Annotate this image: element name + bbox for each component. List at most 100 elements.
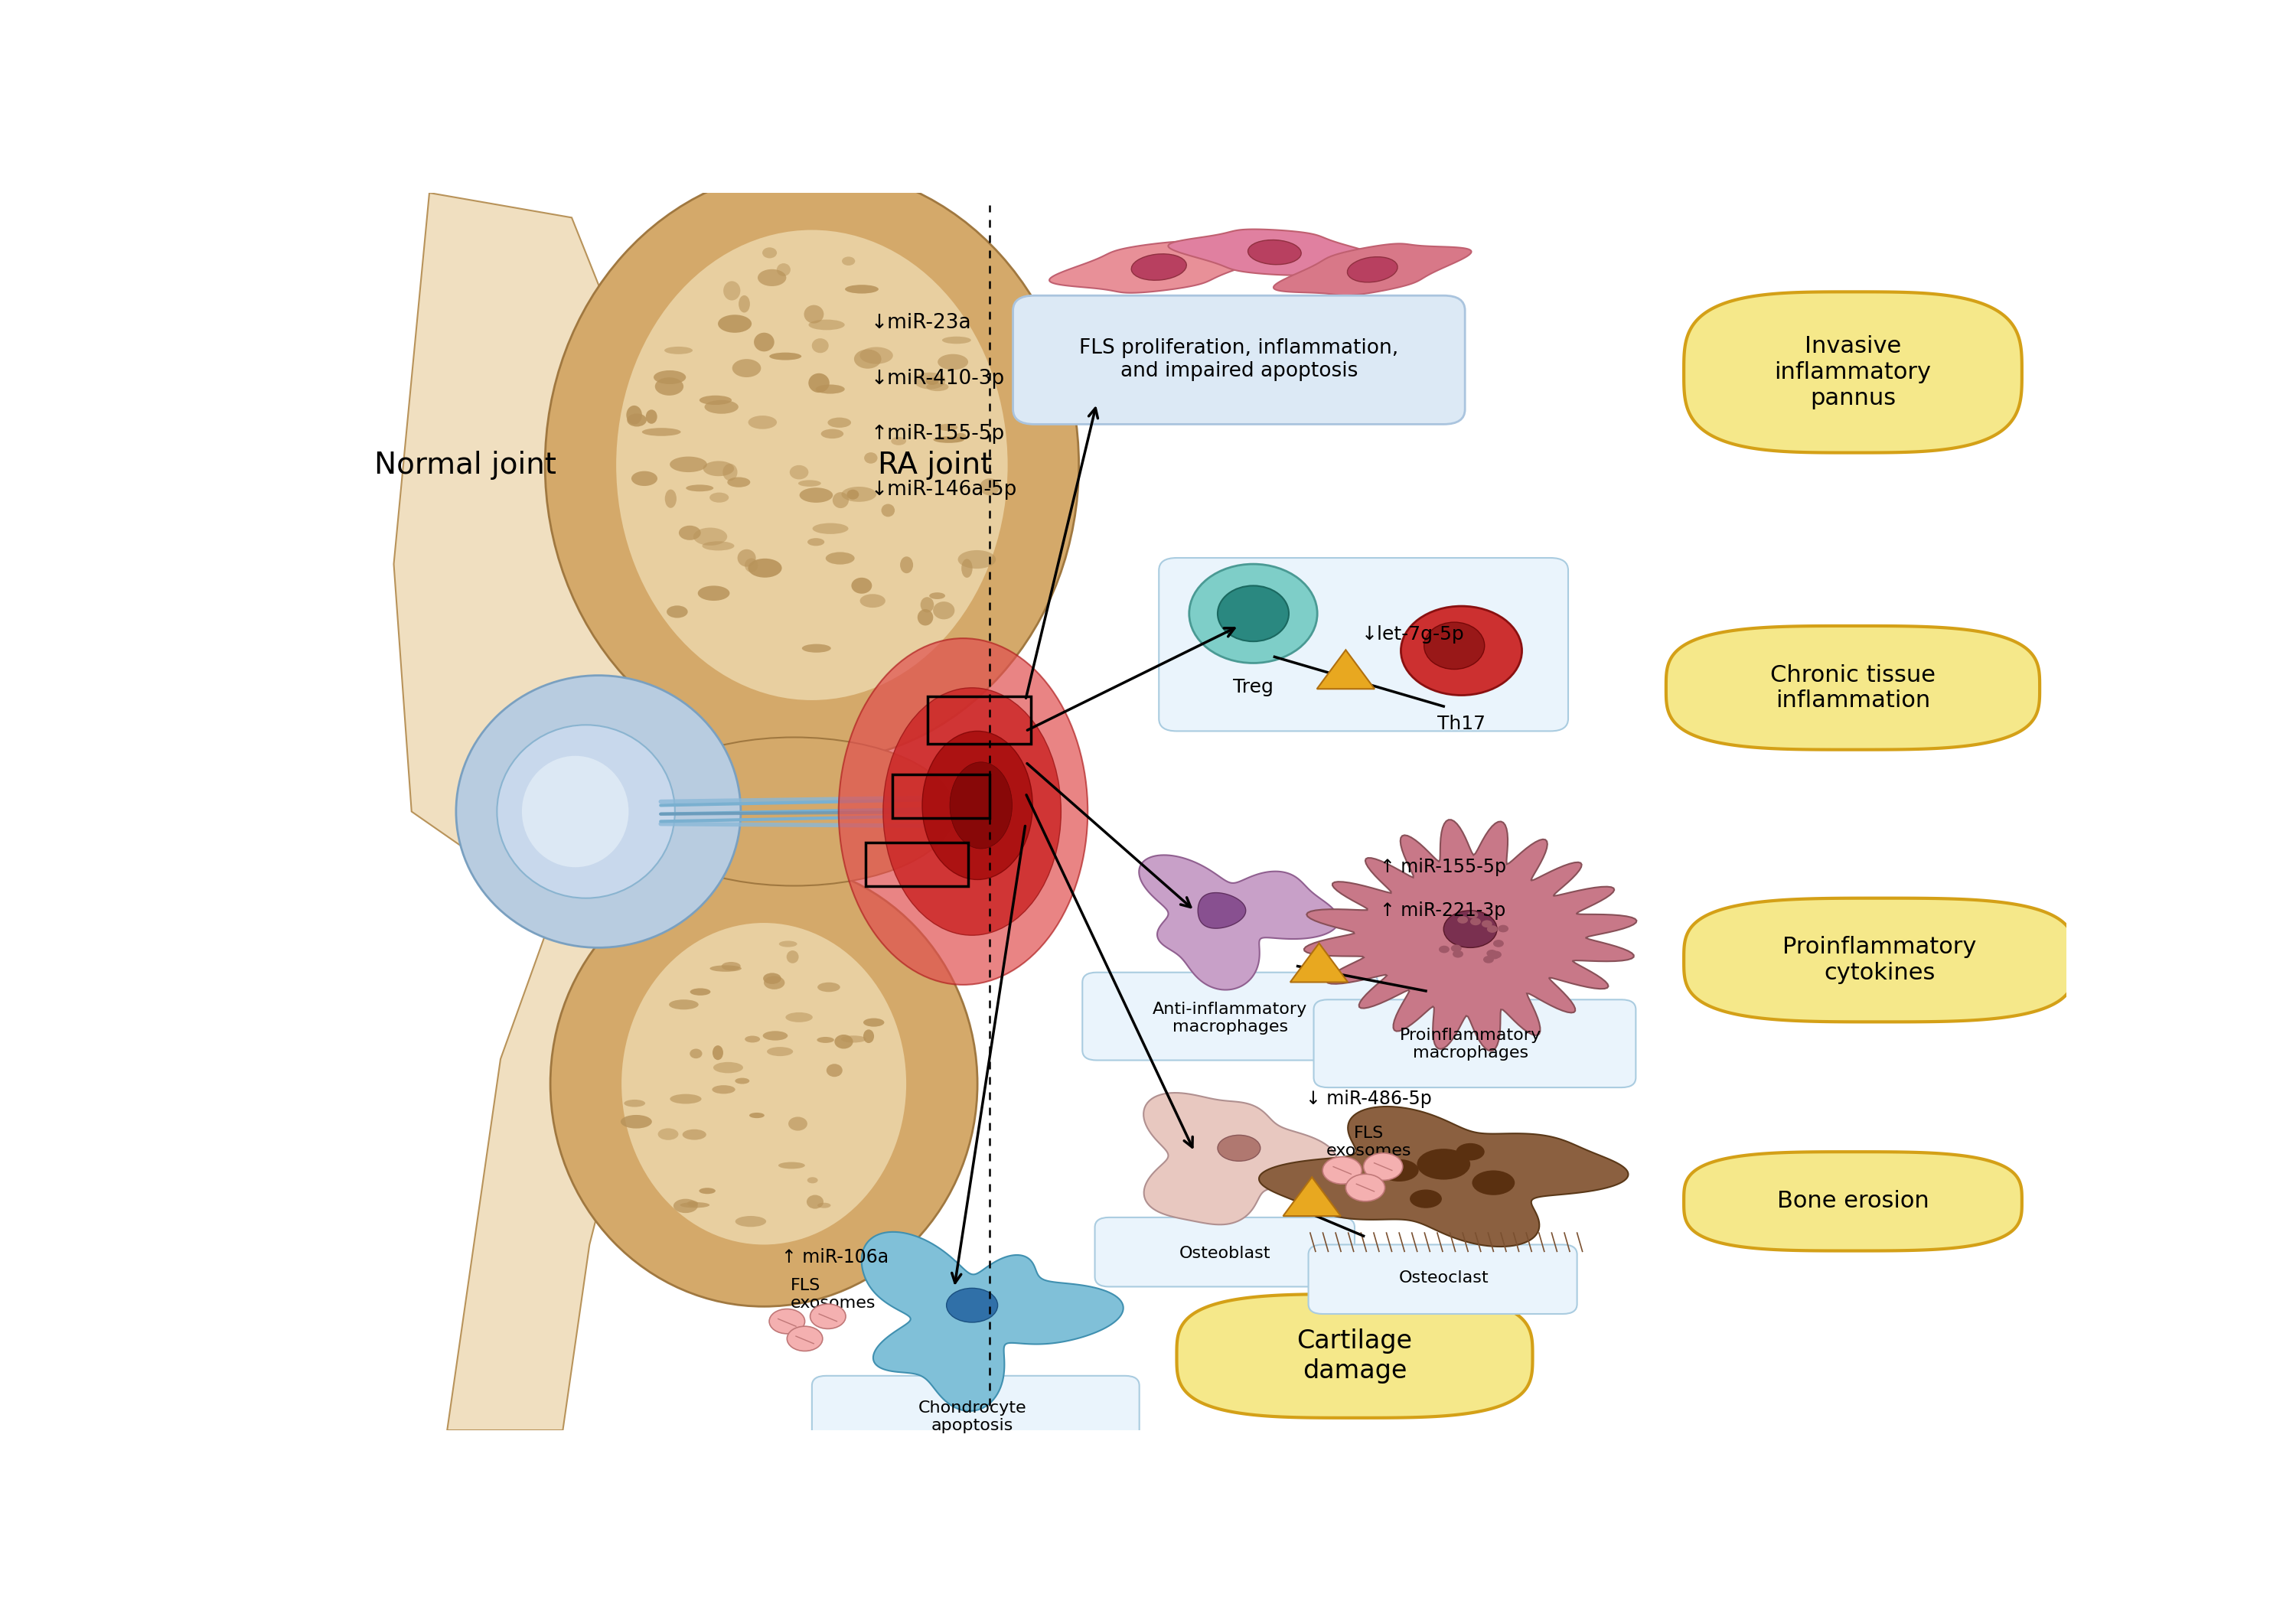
Circle shape <box>1469 918 1481 926</box>
Ellipse shape <box>712 1046 723 1061</box>
Ellipse shape <box>955 432 967 440</box>
Text: Chronic tissue
inflammation: Chronic tissue inflammation <box>1770 664 1936 712</box>
FancyBboxPatch shape <box>813 1376 1139 1454</box>
Ellipse shape <box>703 542 735 551</box>
Ellipse shape <box>827 553 854 564</box>
Polygon shape <box>1283 1176 1341 1216</box>
Ellipse shape <box>962 559 974 577</box>
Circle shape <box>1458 916 1467 924</box>
Ellipse shape <box>934 437 964 444</box>
FancyBboxPatch shape <box>1159 558 1568 731</box>
Ellipse shape <box>744 558 758 572</box>
Circle shape <box>769 1310 806 1334</box>
Text: Bone erosion: Bone erosion <box>1777 1191 1929 1212</box>
Text: RA joint: RA joint <box>877 450 992 479</box>
Ellipse shape <box>664 347 693 354</box>
Ellipse shape <box>620 1115 652 1128</box>
Ellipse shape <box>778 940 797 947</box>
Ellipse shape <box>788 950 799 963</box>
Ellipse shape <box>785 1012 813 1022</box>
Ellipse shape <box>891 437 907 445</box>
Text: Anti-inflammatory
macrophages: Anti-inflammatory macrophages <box>1153 1001 1306 1035</box>
Circle shape <box>1467 911 1479 919</box>
FancyBboxPatch shape <box>1313 1000 1635 1088</box>
Ellipse shape <box>682 1130 707 1139</box>
Ellipse shape <box>666 606 689 619</box>
Text: Normal joint: Normal joint <box>374 450 556 479</box>
Ellipse shape <box>680 525 700 540</box>
Ellipse shape <box>847 490 859 500</box>
Ellipse shape <box>815 384 845 394</box>
Ellipse shape <box>776 264 790 276</box>
Ellipse shape <box>762 972 781 983</box>
Ellipse shape <box>654 370 687 384</box>
Ellipse shape <box>827 418 852 427</box>
Text: ↓let-7g-5p: ↓let-7g-5p <box>1362 625 1465 644</box>
FancyBboxPatch shape <box>1309 1244 1577 1315</box>
Ellipse shape <box>801 644 831 652</box>
Ellipse shape <box>1456 1143 1486 1160</box>
Ellipse shape <box>817 1202 831 1208</box>
Ellipse shape <box>544 169 1079 762</box>
Ellipse shape <box>852 577 872 593</box>
Text: Cartilage
damage: Cartilage damage <box>1297 1329 1412 1384</box>
Ellipse shape <box>882 505 895 517</box>
Ellipse shape <box>758 270 785 286</box>
Ellipse shape <box>1217 585 1288 641</box>
Text: Th17: Th17 <box>1437 715 1486 733</box>
Ellipse shape <box>1380 1159 1419 1181</box>
Ellipse shape <box>627 405 643 424</box>
Ellipse shape <box>654 378 684 395</box>
Ellipse shape <box>631 471 657 485</box>
Circle shape <box>1490 951 1502 958</box>
Bar <box>866 842 969 885</box>
Ellipse shape <box>900 556 914 574</box>
Ellipse shape <box>932 601 955 619</box>
Ellipse shape <box>918 609 932 625</box>
Ellipse shape <box>859 347 893 363</box>
Ellipse shape <box>712 1085 735 1094</box>
Ellipse shape <box>668 1000 698 1009</box>
Ellipse shape <box>673 1199 698 1213</box>
Ellipse shape <box>778 1162 806 1168</box>
Ellipse shape <box>806 1196 824 1208</box>
Polygon shape <box>1318 649 1375 689</box>
Ellipse shape <box>723 464 737 480</box>
Ellipse shape <box>744 1037 760 1043</box>
Ellipse shape <box>709 966 742 972</box>
Circle shape <box>1440 945 1449 953</box>
Ellipse shape <box>748 416 776 429</box>
Ellipse shape <box>854 349 882 368</box>
Text: Osteoclast: Osteoclast <box>1398 1271 1488 1286</box>
Circle shape <box>1483 956 1495 963</box>
Text: ↓miR-23a: ↓miR-23a <box>870 313 971 333</box>
Ellipse shape <box>714 1062 744 1073</box>
Ellipse shape <box>634 738 955 885</box>
Ellipse shape <box>957 550 996 569</box>
Ellipse shape <box>762 1032 788 1040</box>
Ellipse shape <box>693 527 728 545</box>
Ellipse shape <box>496 725 675 898</box>
Text: FLS proliferation, inflammation,
and impaired apoptosis: FLS proliferation, inflammation, and imp… <box>1079 339 1398 381</box>
Circle shape <box>810 1303 845 1329</box>
Polygon shape <box>1169 230 1380 275</box>
Text: Proinflammatory
cytokines: Proinflammatory cytokines <box>1782 935 1977 983</box>
Ellipse shape <box>946 1289 999 1323</box>
Ellipse shape <box>840 487 877 501</box>
Ellipse shape <box>845 284 879 294</box>
Ellipse shape <box>833 1035 854 1049</box>
Ellipse shape <box>863 452 877 463</box>
Ellipse shape <box>930 593 946 599</box>
Ellipse shape <box>861 595 886 607</box>
Text: Osteoblast: Osteoblast <box>1180 1245 1270 1261</box>
Ellipse shape <box>735 1216 767 1226</box>
Ellipse shape <box>921 598 934 612</box>
Polygon shape <box>1683 292 2023 453</box>
Ellipse shape <box>670 456 707 472</box>
Ellipse shape <box>822 429 843 439</box>
Ellipse shape <box>1424 622 1486 669</box>
Ellipse shape <box>914 373 946 389</box>
Bar <box>928 696 1031 744</box>
Ellipse shape <box>748 1112 765 1118</box>
Ellipse shape <box>1401 606 1522 696</box>
